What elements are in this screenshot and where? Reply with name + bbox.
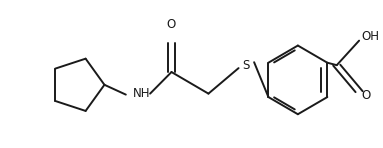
Text: O: O [167, 18, 176, 31]
Text: OH: OH [361, 30, 379, 43]
Text: NH: NH [133, 87, 150, 100]
Text: O: O [361, 89, 370, 102]
Text: S: S [243, 59, 250, 72]
